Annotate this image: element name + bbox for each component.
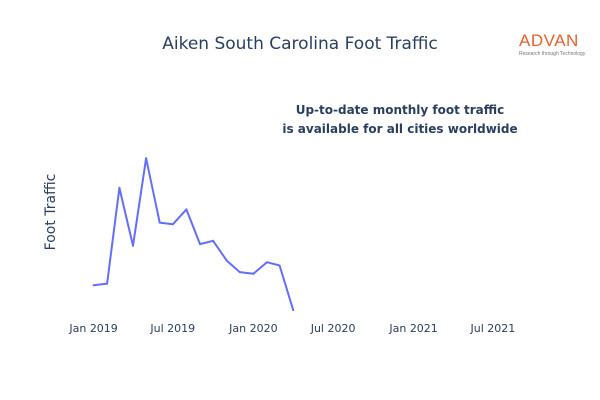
- data-point: [106, 282, 109, 285]
- annotation-line-2: is available for all cities worldwide: [282, 122, 518, 136]
- logo-wordmark: ADVAN: [519, 31, 579, 50]
- data-point: [278, 264, 281, 267]
- annotation-line-1: Up-to-date monthly foot traffic: [295, 103, 505, 117]
- data-point: [238, 271, 241, 274]
- data-point: [185, 208, 188, 211]
- x-axis-ticks: Jan 2019 Jul 2019 Jan 2020 Jul 2020 Jan 2021…: [68, 322, 515, 335]
- x-tick-label: Jul 2019: [149, 322, 195, 335]
- data-point: [118, 186, 121, 189]
- data-point: [92, 284, 95, 287]
- x-tick-label: Jan 2021: [388, 322, 437, 335]
- data-point: [292, 309, 295, 312]
- data-points: [92, 157, 295, 312]
- x-tick-label: Jul 2020: [310, 322, 356, 335]
- x-tick-label: Jan 2020: [228, 322, 277, 335]
- y-axis-label: Foot Traffic: [43, 174, 59, 251]
- data-point: [252, 272, 255, 275]
- foot-traffic-line: [93, 157, 295, 311]
- data-point: [158, 221, 161, 224]
- data-point: [132, 244, 134, 247]
- advan-logo: ADVAN Research through Technology: [519, 31, 589, 58]
- logo-tagline: Research through Technology: [519, 51, 586, 57]
- data-point: [171, 223, 174, 226]
- data-point: [225, 259, 228, 262]
- data-point: [265, 261, 268, 264]
- chart-title: Aiken South Carolina Foot Traffic: [162, 34, 438, 54]
- x-tick-label: Jul 2021: [470, 322, 516, 335]
- x-tick-label: Jan 2019: [68, 322, 117, 335]
- chart-annotation: Up-to-date monthly foot traffic is avail…: [250, 101, 550, 139]
- data-point: [145, 157, 148, 160]
- data-point: [212, 239, 215, 242]
- data-point: [199, 243, 201, 246]
